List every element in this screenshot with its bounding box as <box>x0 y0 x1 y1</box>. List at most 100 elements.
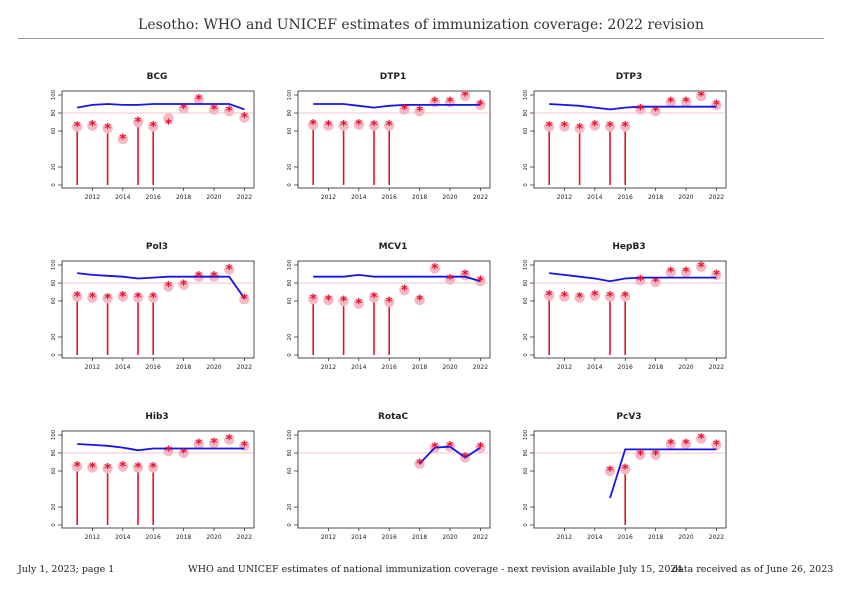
other-estimate-dot <box>414 294 425 306</box>
x-tick-label: 2014 <box>351 534 366 541</box>
other-estimate-dot <box>132 116 144 128</box>
reported-star: * <box>325 294 332 309</box>
reported-star: * <box>325 119 332 134</box>
reported-star: * <box>416 294 423 309</box>
x-tick-label: 2018 <box>648 534 663 541</box>
y-tick-label: 80 <box>523 109 529 116</box>
other-estimate-dot <box>604 121 616 132</box>
other-estimate-dot <box>650 276 661 288</box>
other-estimate-dot <box>72 461 83 472</box>
chart-panel-mcv1: MCV1 0 20 60 80 100 2012 2014 2016 2018 2020 2022 * *… <box>287 242 491 371</box>
x-tick-label: 2018 <box>412 194 427 201</box>
reported-star: * <box>667 438 674 453</box>
chart-title: Pol3 <box>146 242 168 252</box>
reported-star: * <box>74 120 81 135</box>
other-estimate-dot <box>353 298 364 309</box>
reported-star: * <box>431 262 438 277</box>
reported-star: * <box>698 89 705 104</box>
reported-star: * <box>211 103 218 118</box>
reported-star: * <box>576 122 583 137</box>
footer-date-page: July 1, 2023; page 1 <box>18 564 115 575</box>
plot-frame <box>297 90 491 189</box>
reported-star: * <box>401 103 408 118</box>
y-tick-label: 20 <box>523 163 529 170</box>
reported-star: * <box>637 103 644 118</box>
other-estimate-dot <box>132 292 144 303</box>
reported-star: * <box>340 295 347 310</box>
x-tick-label: 2012 <box>85 194 100 201</box>
other-estimate-dot <box>635 449 646 460</box>
other-estimate-dot <box>680 438 692 450</box>
reported-star: * <box>447 273 454 288</box>
other-estimate-dot <box>384 296 395 308</box>
reported-star: * <box>637 448 644 463</box>
reported-star: * <box>462 89 469 104</box>
other-estimate-dot <box>399 285 410 296</box>
reported-star: * <box>622 290 629 305</box>
x-tick-label: 2018 <box>648 194 663 201</box>
other-estimate-dot <box>620 121 631 132</box>
other-estimate-dot <box>338 295 349 307</box>
x-tick-label: 2014 <box>587 364 602 371</box>
reported-star: * <box>104 292 111 307</box>
reported-star: * <box>89 291 96 306</box>
reported-star: * <box>477 98 484 113</box>
other-estimate-dot <box>178 447 189 459</box>
other-estimate-dot <box>665 438 676 450</box>
reported-star: * <box>431 441 438 456</box>
x-tick-label: 2020 <box>678 534 693 541</box>
y-tick-label: 60 <box>287 297 293 304</box>
other-estimate-dot <box>239 112 250 123</box>
y-tick-label: 20 <box>523 333 529 340</box>
x-tick-label: 2016 <box>382 364 397 371</box>
y-tick-label: 0 <box>51 353 57 357</box>
plot-frame <box>61 260 255 359</box>
other-estimate-dot <box>178 103 189 114</box>
chart-panel-hib3: Hib3 0 20 60 80 100 2012 2014 2016 2018 2020 2022 * *… <box>51 412 255 541</box>
y-tick-label: 100 <box>523 429 529 440</box>
reported-star: * <box>226 433 233 448</box>
reported-star: * <box>74 460 81 475</box>
x-tick-label: 2014 <box>115 534 130 541</box>
other-estimate-dot <box>384 120 395 131</box>
x-tick-label: 2014 <box>351 364 366 371</box>
x-tick-label: 2022 <box>709 364 724 371</box>
chart-panel-pol3: Pol3 0 20 60 80 100 2012 2014 2016 2018 2020 2022 * *… <box>51 242 255 371</box>
x-tick-label: 2014 <box>115 194 130 201</box>
footer-revision-note: WHO and UNICEF estimates of national imm… <box>188 564 683 575</box>
chart-panel-hepb3: HepB3 0 20 60 80 100 2012 2014 2016 2018 2020 2022 *… <box>523 242 727 371</box>
reported-star: * <box>667 96 674 111</box>
x-tick-label: 2016 <box>618 364 633 371</box>
other-estimate-dot <box>665 97 676 108</box>
reported-star: * <box>340 119 347 134</box>
estimate-line <box>313 273 481 283</box>
x-tick-label: 2022 <box>473 534 488 541</box>
reported-star: * <box>355 297 362 312</box>
other-estimate-dot <box>102 123 113 134</box>
chart-title: Hib3 <box>145 412 168 422</box>
chart-title: RotaC <box>378 412 408 422</box>
x-tick-label: 2016 <box>146 194 161 201</box>
other-estimate-dot <box>620 291 631 302</box>
reported-star: * <box>150 461 157 476</box>
reported-star: * <box>135 461 142 476</box>
estimate-line <box>77 103 245 111</box>
estimate-line <box>549 272 717 283</box>
reported-star: * <box>355 118 362 133</box>
reported-star: * <box>211 270 218 285</box>
chart-title: BCG <box>147 72 168 82</box>
chart-panel-pcv3: PcV3 0 20 60 80 100 2012 2014 2016 2018 2020 2022 * *… <box>523 412 727 541</box>
estimate-line <box>549 103 717 111</box>
other-estimate-dot <box>620 464 631 475</box>
y-tick-label: 60 <box>287 467 293 474</box>
y-tick-label: 0 <box>287 353 293 357</box>
x-tick-label: 2022 <box>709 534 724 541</box>
chart-title: HepB3 <box>612 242 645 252</box>
other-estimate-dot <box>208 437 220 449</box>
x-tick-label: 2014 <box>587 534 602 541</box>
y-tick-label: 20 <box>287 503 293 510</box>
other-estimate-dot <box>559 121 570 132</box>
chart-panel-dtp3: DTP3 0 20 60 80 100 2012 2014 2016 2018 2020 2022 * *… <box>523 72 727 201</box>
y-tick-label: 100 <box>287 429 293 440</box>
y-tick-label: 0 <box>287 183 293 187</box>
